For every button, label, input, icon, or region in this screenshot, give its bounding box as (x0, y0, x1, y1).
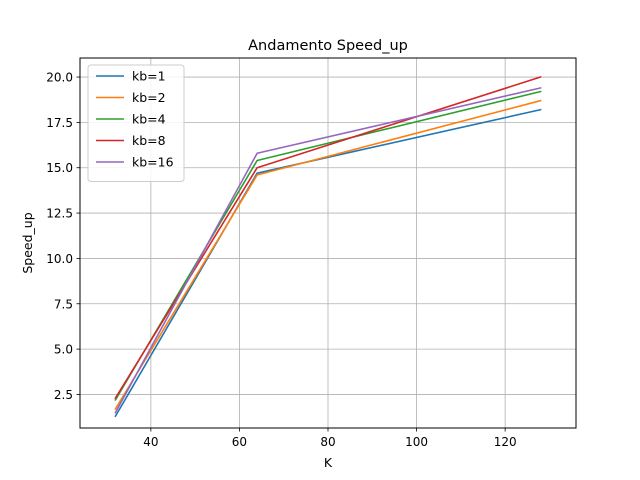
y-axis-label: Speed_up (20, 212, 35, 273)
y-tick-label: 5.0 (54, 343, 73, 357)
series-line-kb=1 (114, 108, 542, 418)
x-tick-label: 100 (405, 435, 428, 449)
legend: kb=1 kb=2 kb=4 kb=8 kb=16 (87, 64, 185, 182)
series-line-kb=8 (114, 76, 542, 400)
y-tick-label: 10.0 (46, 252, 73, 266)
x-tick-label: 40 (143, 435, 158, 449)
x-tick-label: 60 (232, 435, 247, 449)
series-lines (114, 76, 542, 418)
legend-label: kb=16 (132, 155, 174, 170)
legend-box (87, 64, 185, 182)
x-tick-label: 80 (320, 435, 335, 449)
x-axis-ticks: 40 60 80 100 120 (143, 428, 517, 449)
legend-label: kb=1 (132, 69, 166, 84)
x-tick-label: 120 (494, 435, 517, 449)
series-line-kb=2 (114, 99, 542, 411)
y-axis-ticks: 2.5 5.0 7.5 10.0 12.5 15.0 17.5 20.0 (46, 71, 80, 402)
y-tick-label: 17.5 (46, 116, 73, 130)
y-tick-label: 12.5 (46, 207, 73, 221)
chart-title: Andamento Speed_up (248, 38, 408, 54)
legend-label: kb=2 (132, 90, 166, 105)
y-tick-label: 7.5 (54, 297, 73, 311)
y-tick-label: 2.5 (54, 388, 73, 402)
y-tick-label: 20.0 (46, 71, 73, 85)
legend-label: kb=8 (132, 133, 166, 148)
series-line-kb=16 (114, 86, 542, 414)
legend-label: kb=4 (132, 112, 166, 127)
y-tick-label: 15.0 (46, 161, 73, 175)
grid-lines (80, 58, 576, 428)
x-axis-label: K (324, 455, 333, 470)
